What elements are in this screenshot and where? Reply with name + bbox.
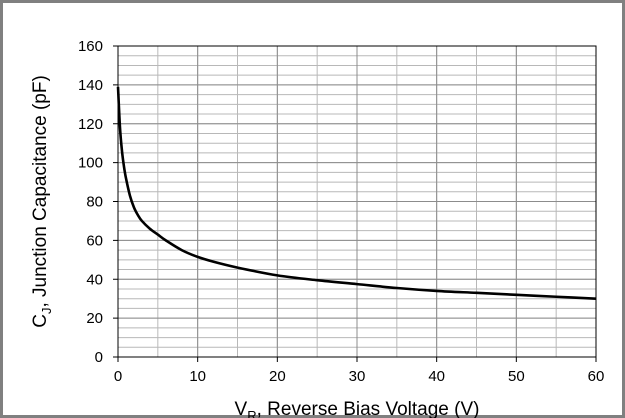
x-tick-label: 50 bbox=[508, 368, 525, 385]
x-tick-label: 40 bbox=[428, 368, 445, 385]
y-tick-label: 160 bbox=[78, 38, 103, 55]
grid-major bbox=[117, 45, 597, 358]
capacitance-curve bbox=[116, 86, 597, 300]
y-tick-label: 60 bbox=[86, 232, 103, 249]
y-tick-label: 40 bbox=[86, 271, 103, 288]
y-tick-label: 0 bbox=[95, 349, 103, 366]
x-axis-ticks: 0 10 20 30 40 50 60 bbox=[114, 357, 605, 385]
x-tick-label: 0 bbox=[114, 368, 122, 385]
x-tick-label: 10 bbox=[189, 368, 206, 385]
y-tick-label: 120 bbox=[78, 116, 103, 133]
y-tick-label: 20 bbox=[86, 310, 103, 327]
x-tick-label: 30 bbox=[349, 368, 366, 385]
x-tick-label: 60 bbox=[588, 368, 605, 385]
y-tick-label: 140 bbox=[78, 77, 103, 94]
x-axis-title: VR, Reverse Bias Voltage (V) bbox=[235, 399, 480, 418]
y-axis-title: CJ, Junction Capacitance (pF) bbox=[30, 75, 54, 328]
x-tick-label: 20 bbox=[269, 368, 286, 385]
y-tick-label: 100 bbox=[78, 155, 103, 172]
y-axis-ticks: 0 20 40 60 80 100 120 140 160 bbox=[78, 38, 118, 366]
y-tick-label: 80 bbox=[86, 194, 103, 211]
